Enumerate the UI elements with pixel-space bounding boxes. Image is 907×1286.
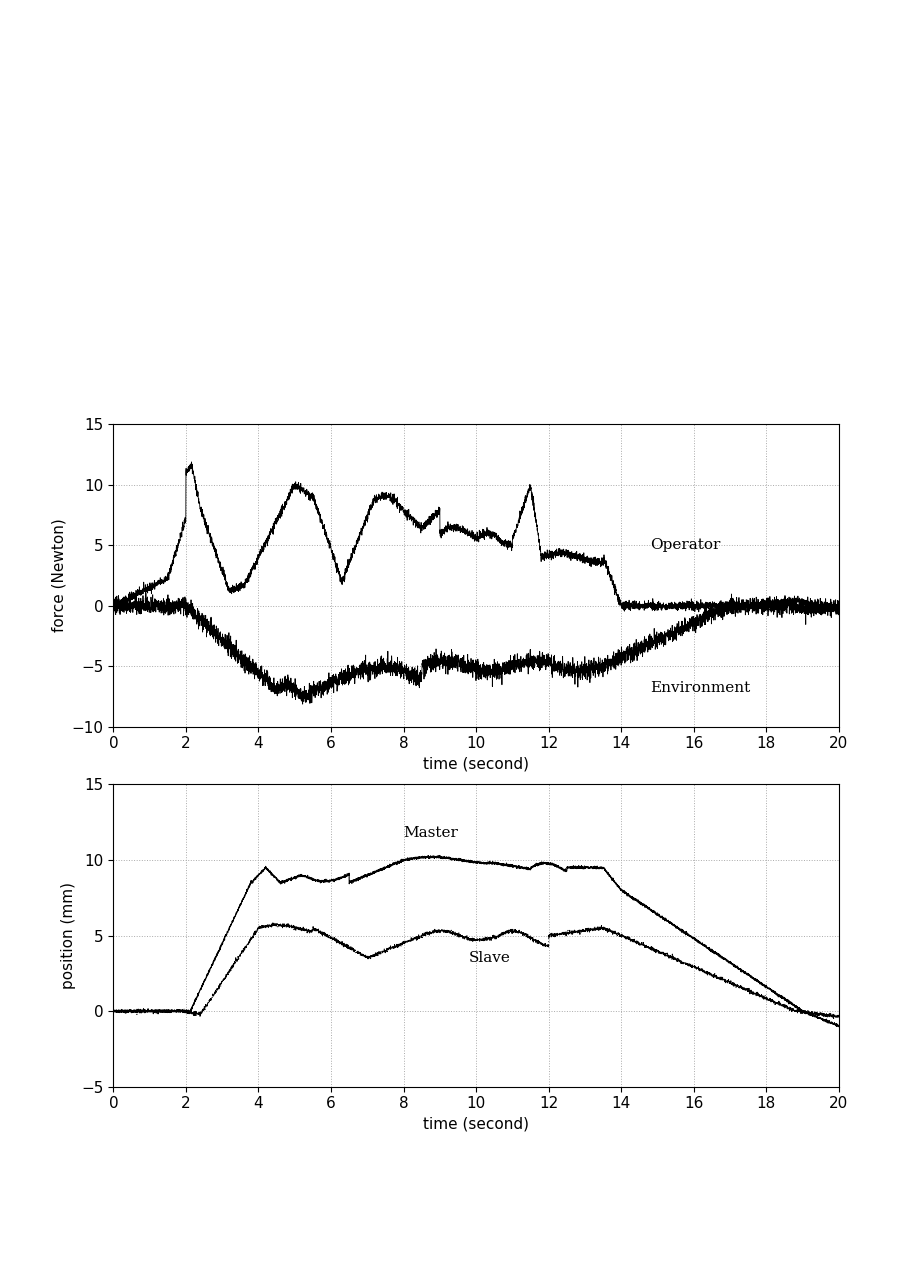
X-axis label: time (second): time (second) (424, 1118, 529, 1132)
Y-axis label: force (Newton): force (Newton) (51, 518, 66, 633)
Text: Slave: Slave (469, 952, 511, 966)
Text: Operator: Operator (650, 539, 721, 552)
Text: Master: Master (404, 826, 459, 840)
X-axis label: time (second): time (second) (424, 757, 529, 772)
Text: Environment: Environment (650, 680, 751, 694)
Y-axis label: position (mm): position (mm) (61, 882, 75, 989)
